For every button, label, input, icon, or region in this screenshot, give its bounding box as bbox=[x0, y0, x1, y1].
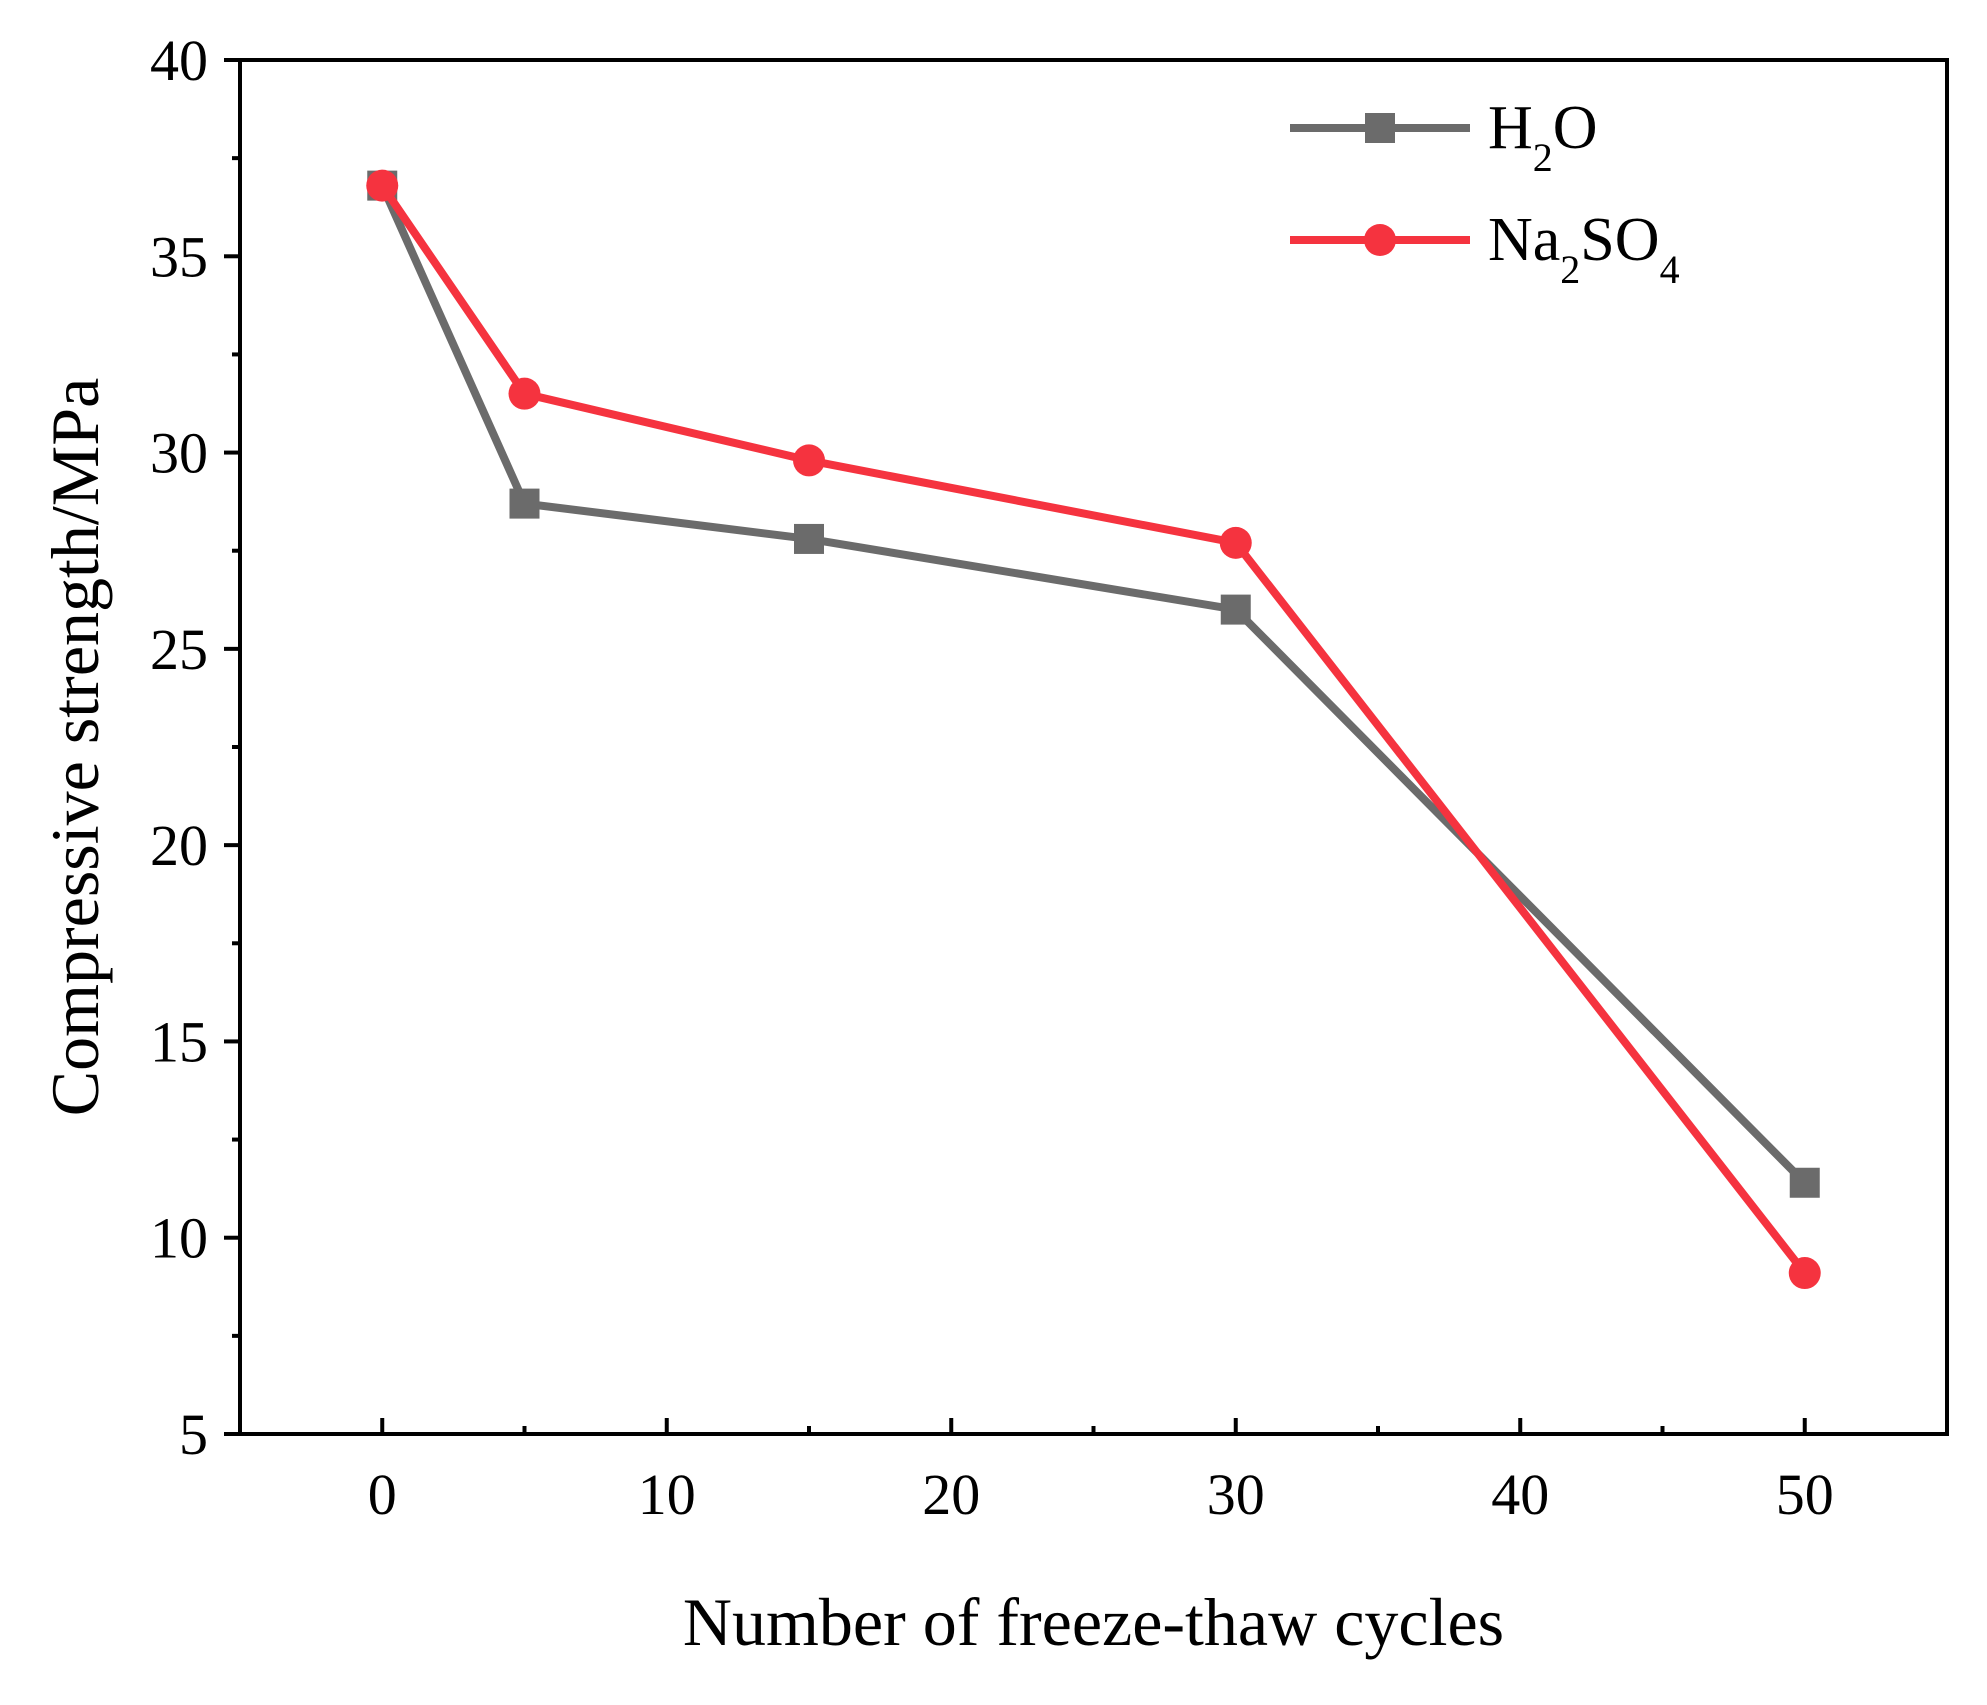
y-tick-label: 10 bbox=[150, 1206, 208, 1271]
x-tick-label: 20 bbox=[922, 1462, 980, 1527]
y-tick-label: 25 bbox=[150, 617, 208, 682]
x-axis-title: Number of freeze-thaw cycles bbox=[683, 1584, 1504, 1660]
x-tick-label: 10 bbox=[638, 1462, 696, 1527]
data-point-square bbox=[1789, 1167, 1820, 1198]
y-tick-label: 5 bbox=[179, 1402, 208, 1467]
x-tick-label: 40 bbox=[1491, 1462, 1549, 1527]
data-point-square bbox=[794, 523, 824, 554]
x-tick-label: 30 bbox=[1207, 1462, 1265, 1527]
y-tick-label: 35 bbox=[150, 224, 208, 289]
legend-label-part: SO bbox=[1580, 206, 1659, 274]
series-line-1 bbox=[378, 183, 1808, 1276]
data-point-square bbox=[509, 488, 540, 519]
series-line-0 bbox=[378, 183, 1808, 1186]
legend-label-subscript: 2 bbox=[1533, 135, 1553, 180]
legend-label: Na2SO4 bbox=[1488, 206, 1680, 292]
data-point-square bbox=[1220, 594, 1251, 625]
legend-marker-circle bbox=[1364, 224, 1396, 256]
x-tick-label: 50 bbox=[1776, 1462, 1834, 1527]
y-tick-label: 30 bbox=[150, 421, 208, 486]
data-point-circle bbox=[366, 169, 399, 202]
legend-label-subscript: 2 bbox=[1560, 247, 1580, 292]
legend-marker-square bbox=[1365, 113, 1395, 143]
y-axis-title: Compressive strength/MPa bbox=[37, 378, 113, 1117]
legend-label: H2O bbox=[1488, 94, 1598, 180]
legend-label-part: Na bbox=[1488, 206, 1560, 274]
y-tick-label: 40 bbox=[150, 28, 208, 93]
plot-frame bbox=[238, 58, 1949, 1436]
legend-label-subscript: 4 bbox=[1660, 247, 1680, 292]
data-point-circle bbox=[508, 377, 541, 410]
data-point-circle bbox=[1219, 526, 1252, 559]
x-tick-label: 0 bbox=[368, 1462, 397, 1527]
data-point-circle bbox=[1788, 1257, 1821, 1290]
axes-layer: 0 10 20 30 40 50 5 10 15 20 25 30 35 40 bbox=[150, 28, 1949, 1527]
series-layer bbox=[366, 169, 1821, 1290]
data-point-circle bbox=[793, 444, 825, 477]
legend-label-part: H bbox=[1488, 94, 1533, 162]
legend-label-part: O bbox=[1553, 94, 1598, 162]
y-tick-label: 20 bbox=[150, 813, 208, 878]
y-tick-label: 15 bbox=[150, 1009, 208, 1074]
